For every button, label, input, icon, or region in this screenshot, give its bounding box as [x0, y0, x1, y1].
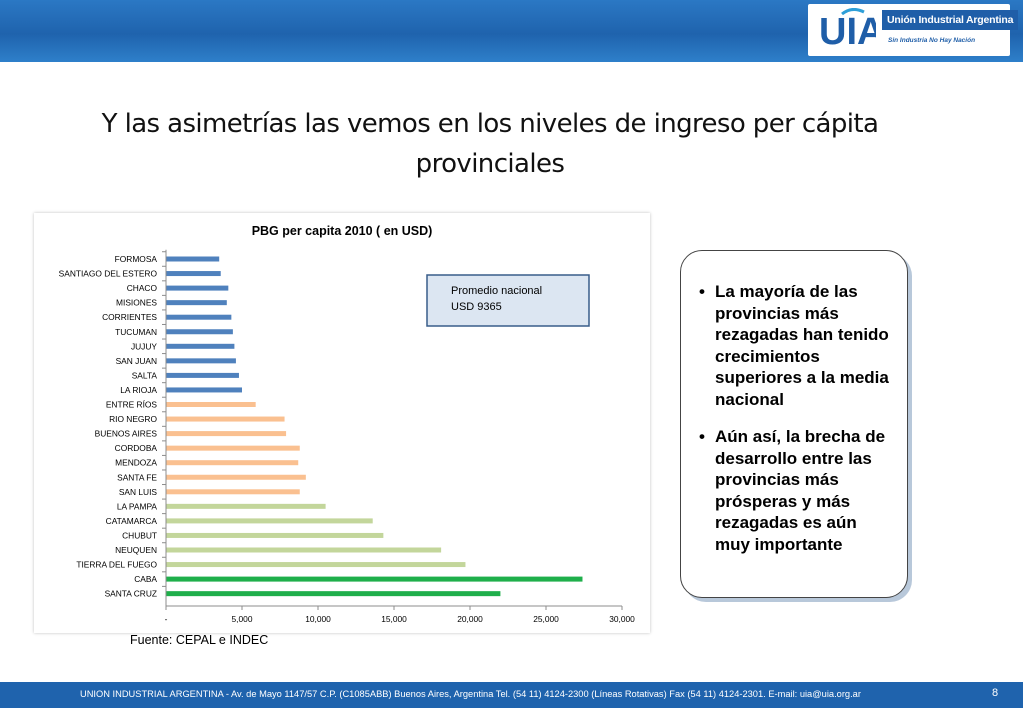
callout-bullet-1: La mayoría de las provincias más rezagad… — [699, 281, 893, 410]
bar — [166, 431, 287, 437]
category-label: SANTIAGO DEL ESTERO — [59, 269, 158, 279]
category-label: CHUBUT — [122, 530, 157, 540]
category-label: SANTA CRUZ — [105, 589, 157, 599]
slide-title-line2: provinciales — [415, 149, 565, 179]
bar — [166, 503, 326, 509]
bar — [166, 343, 235, 349]
x-tick-label: 25,000 — [533, 614, 559, 624]
bar — [166, 460, 299, 466]
category-label: CABA — [134, 574, 157, 584]
bar — [166, 489, 300, 495]
x-tick-label: 30,000 — [609, 614, 635, 624]
category-label: MENDOZA — [115, 458, 157, 468]
category-label: SALTA — [132, 370, 158, 380]
uia-logo: UIA Unión Industrial Argentina Sin Indus… — [808, 4, 1019, 56]
category-label: SAN LUIS — [119, 487, 158, 497]
bar — [166, 562, 466, 568]
page-number: 8 — [992, 687, 999, 699]
category-label: TUCUMAN — [115, 327, 157, 337]
annotation-line1: Promedio nacional — [451, 285, 542, 297]
uia-logo-mark: UIA — [819, 8, 876, 48]
bar — [166, 271, 221, 277]
bar — [166, 358, 236, 364]
category-label: CATAMARCA — [106, 516, 158, 526]
brand-slogan: Sin Industria No Hay Nación — [888, 37, 976, 44]
footer-bar: UNION INDUSTRIAL ARGENTINA - Av. de Mayo… — [0, 682, 1023, 708]
category-label: JUJUY — [131, 341, 157, 351]
category-label: MISIONES — [116, 298, 157, 308]
header-banner: UIA Unión Industrial Argentina Sin Indus… — [0, 0, 1023, 62]
category-label: ENTRE RÍOS — [106, 400, 158, 410]
bar — [166, 474, 306, 480]
annotation-line2: USD 9365 — [451, 301, 502, 313]
chart-panel: PBG per capita 2010 ( en USD) FORMOSA SAN… — [34, 213, 650, 633]
category-label: FORMOSA — [115, 254, 158, 264]
category-label: SAN JUAN — [116, 356, 157, 366]
category-label: SANTA FE — [117, 472, 157, 482]
bar — [166, 547, 442, 553]
bar — [166, 416, 285, 422]
category-label: TIERRA DEL FUEGO — [76, 560, 157, 570]
bar — [166, 576, 583, 582]
x-tick-label: 10,000 — [305, 614, 331, 624]
annotation-box — [426, 274, 590, 327]
bar — [166, 402, 256, 407]
footer-address: UNION INDUSTRIAL ARGENTINA - Av. de Mayo… — [80, 689, 861, 699]
bar — [166, 285, 229, 291]
chart-title: PBG per capita 2010 ( en USD) — [252, 224, 433, 238]
category-label: CORRIENTES — [102, 312, 157, 322]
callout-bullets: La mayoría de las provincias más rezagad… — [681, 251, 907, 555]
x-tick-label: 15,000 — [381, 614, 407, 624]
bar — [166, 329, 233, 335]
bar — [166, 300, 227, 306]
bar — [166, 532, 384, 538]
bar — [166, 387, 242, 393]
slide-title: Y las asimetrías las vemos en los nivele… — [90, 104, 890, 184]
callout-box: La mayoría de las provincias más rezagad… — [680, 250, 908, 598]
x-tick-label: 5,000 — [232, 614, 253, 624]
category-label: LA RIOJA — [120, 385, 157, 395]
callout-bullet-2: Aún así, la brecha de desarrollo entre l… — [699, 426, 893, 555]
bar — [166, 372, 239, 378]
category-label: CORDOBA — [115, 443, 158, 453]
category-label: CHACO — [127, 283, 158, 293]
category-label: LA PAMPA — [117, 501, 158, 511]
source-note: Fuente: CEPAL e INDEC — [130, 633, 269, 647]
brand-name: Unión Industrial Argentina — [882, 10, 1019, 30]
bar — [166, 256, 220, 262]
category-label: NEUQUEN — [115, 545, 157, 555]
x-tick-label: 20,000 — [457, 614, 483, 624]
bar — [166, 445, 300, 451]
slide-title-line1: Y las asimetrías las vemos en los nivele… — [101, 109, 879, 139]
bar-chart: PBG per capita 2010 ( en USD) FORMOSA SAN… — [59, 224, 636, 624]
bar — [166, 518, 373, 524]
logo-letters: UIA — [819, 11, 876, 48]
bar — [166, 591, 501, 597]
category-label: RIO NEGRO — [109, 414, 157, 424]
category-label: BUENOS AIRES — [95, 429, 158, 439]
x-tick-label: - — [165, 614, 168, 624]
bar — [166, 314, 232, 320]
